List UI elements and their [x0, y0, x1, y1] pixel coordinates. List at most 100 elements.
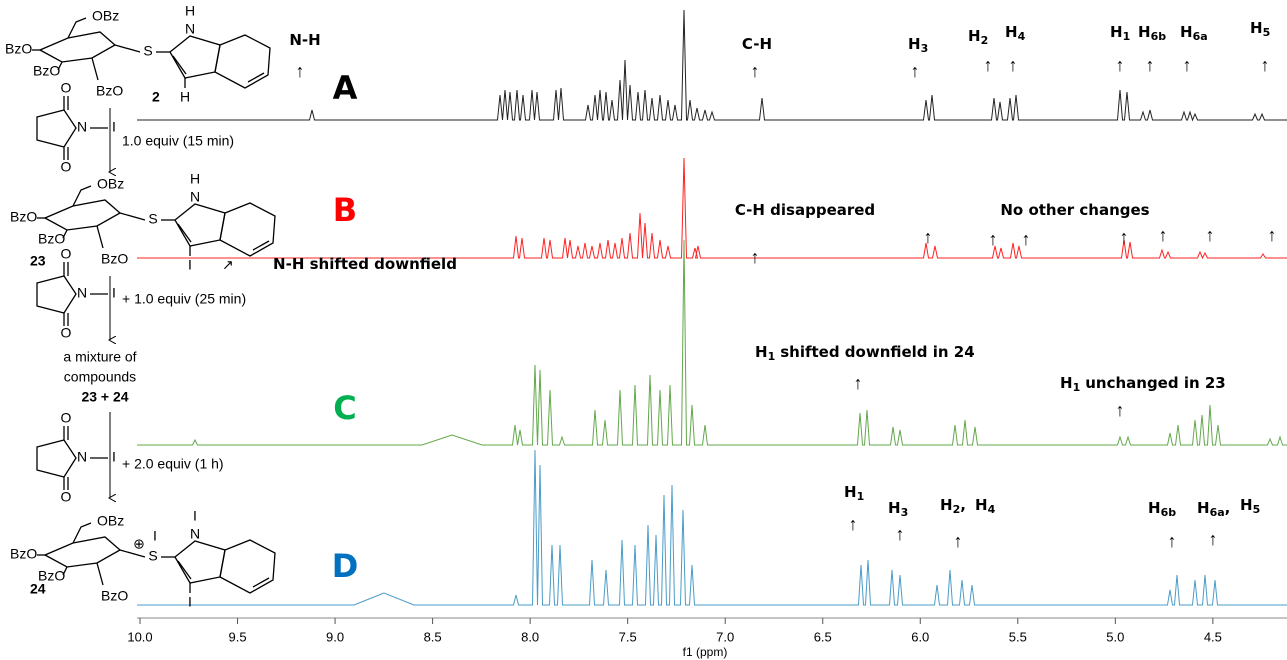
atom-label: O — [61, 159, 72, 175]
peak-arrow: ↑ — [984, 55, 993, 75]
peak-arrow: ↑ — [896, 524, 905, 544]
atom-label: ⊕ — [133, 536, 145, 552]
compound-number: 2 — [152, 89, 160, 105]
annotation: H1 shifted downfield in 24 — [755, 343, 975, 364]
x-tick-label: 6.5 — [814, 629, 832, 644]
spectrum — [137, 9, 1287, 122]
annotation-subscript: 6a — [1193, 30, 1208, 43]
annotation: N-H shifted downfield — [273, 255, 457, 273]
peak-arrow: ↑ — [989, 229, 998, 249]
reagent — [36, 261, 109, 327]
annotation-text: H — [1197, 499, 1210, 517]
annotation-subscript: 6a — [1210, 506, 1225, 519]
peak-arrow: ↑ — [911, 61, 920, 81]
annotation-subscript: 3 — [921, 42, 929, 55]
annotation: H6b — [1148, 499, 1176, 520]
peak-arrow: ↑ — [954, 531, 963, 551]
annotation-text: N-H — [289, 31, 320, 49]
annotation-subscript: 1 — [768, 350, 776, 363]
peak-arrow: ↑ — [1261, 55, 1270, 75]
annotation: H2 — [968, 27, 988, 48]
step-condition: 1.0 equiv (15 min) — [122, 133, 234, 149]
atom-label: O — [61, 80, 72, 96]
annotation: H4 — [1005, 23, 1026, 44]
annotation: H1 unchanged in 23 — [1060, 374, 1226, 395]
annotation: C-H — [742, 35, 772, 53]
annotation-subscript: 4 — [1018, 30, 1026, 43]
annotation-text: H — [1138, 23, 1151, 41]
atom-label: I — [112, 119, 116, 135]
annotation: C-H disappeared — [735, 201, 875, 219]
annotation: H5 — [1240, 496, 1260, 517]
atom-label: I — [188, 594, 192, 610]
atom-label: I — [112, 449, 116, 465]
atom-label: O — [61, 410, 72, 426]
peak-arrow: ↑ — [1116, 400, 1125, 420]
annotation: H3 — [888, 499, 908, 520]
peak-arrow: ↑ — [1022, 229, 1031, 249]
compound-number: 24 — [30, 581, 46, 597]
annotation-text: H — [940, 496, 953, 514]
spectrum — [137, 157, 1287, 260]
atom-label: S — [143, 43, 152, 59]
x-tick-label: 9.0 — [326, 629, 344, 644]
annotation-text: , — [960, 496, 966, 514]
annotation-text: H — [968, 27, 981, 45]
axis-title: f1 (ppm) — [683, 645, 728, 659]
annotation-text: H — [1110, 23, 1123, 41]
annotation-subscript: 6b — [1151, 30, 1167, 43]
peak-arrow: ↑ — [751, 61, 760, 81]
peak-arrow: ↑ — [1209, 529, 1218, 549]
atom-label: BzO — [96, 83, 123, 99]
peak-arrow: ↑ — [1183, 55, 1192, 75]
spectrum — [137, 239, 1287, 446]
annotation-text: unchanged in 23 — [1085, 374, 1226, 392]
atom-label: I — [153, 528, 157, 544]
peak-arrow: ↑ — [1268, 225, 1277, 245]
annotation-text: , — [1225, 499, 1231, 517]
annotation: H2, — [940, 496, 966, 517]
annotation-text: H — [1148, 499, 1161, 517]
arrow: ↗ — [222, 257, 234, 273]
atom-label: OBz — [97, 513, 124, 529]
peak-arrow: ↑ — [751, 247, 760, 267]
spectrum-label: B — [333, 191, 357, 229]
annotation: N-H — [289, 31, 320, 49]
annotation-text: H — [844, 483, 857, 501]
atom-label: O — [61, 246, 72, 262]
mixture-text: a mixture of — [63, 349, 136, 365]
mixture-text: compounds — [64, 369, 136, 385]
mixture-text: 23 + 24 — [81, 389, 128, 405]
atom-label: I — [112, 285, 116, 301]
reagent — [36, 425, 109, 491]
annotation-subscript: 4 — [988, 503, 996, 516]
annotation: H5 — [1250, 19, 1270, 40]
atom-label: H — [185, 3, 195, 19]
atom-label: I — [193, 508, 197, 524]
x-tick-label: 4.5 — [1204, 629, 1222, 644]
atom-label: BzO — [33, 63, 60, 79]
annotation: H1 — [844, 483, 864, 504]
peak-arrow: ↑ — [849, 514, 858, 534]
annotation: H6a, — [1197, 499, 1230, 520]
peak-arrow: ↑ — [1009, 55, 1018, 75]
x-tick-label: 10.0 — [127, 629, 152, 644]
atom-label: BzO — [5, 41, 32, 57]
atom-label: OBz — [92, 8, 119, 24]
step-condition: + 2.0 equiv (1 h) — [122, 456, 224, 472]
x-tick-label: 5.5 — [1009, 629, 1027, 644]
atom-label: N — [77, 119, 87, 135]
atom-label: BzO — [10, 546, 37, 562]
annotation: No other changes — [1000, 201, 1149, 219]
annotation-subscript: 3 — [901, 506, 909, 519]
annotation-text: H — [888, 499, 901, 517]
peak-arrow: ↑ — [924, 227, 933, 247]
annotation: H3 — [908, 35, 928, 56]
peak-arrow: ↑ — [1116, 55, 1125, 75]
peak-arrow: ↑ — [1120, 227, 1129, 247]
peak-arrow: ↑ — [1159, 225, 1168, 245]
atom-label: N — [190, 189, 200, 205]
annotation-text: H — [1005, 23, 1018, 41]
annotation-text: H — [1060, 374, 1073, 392]
